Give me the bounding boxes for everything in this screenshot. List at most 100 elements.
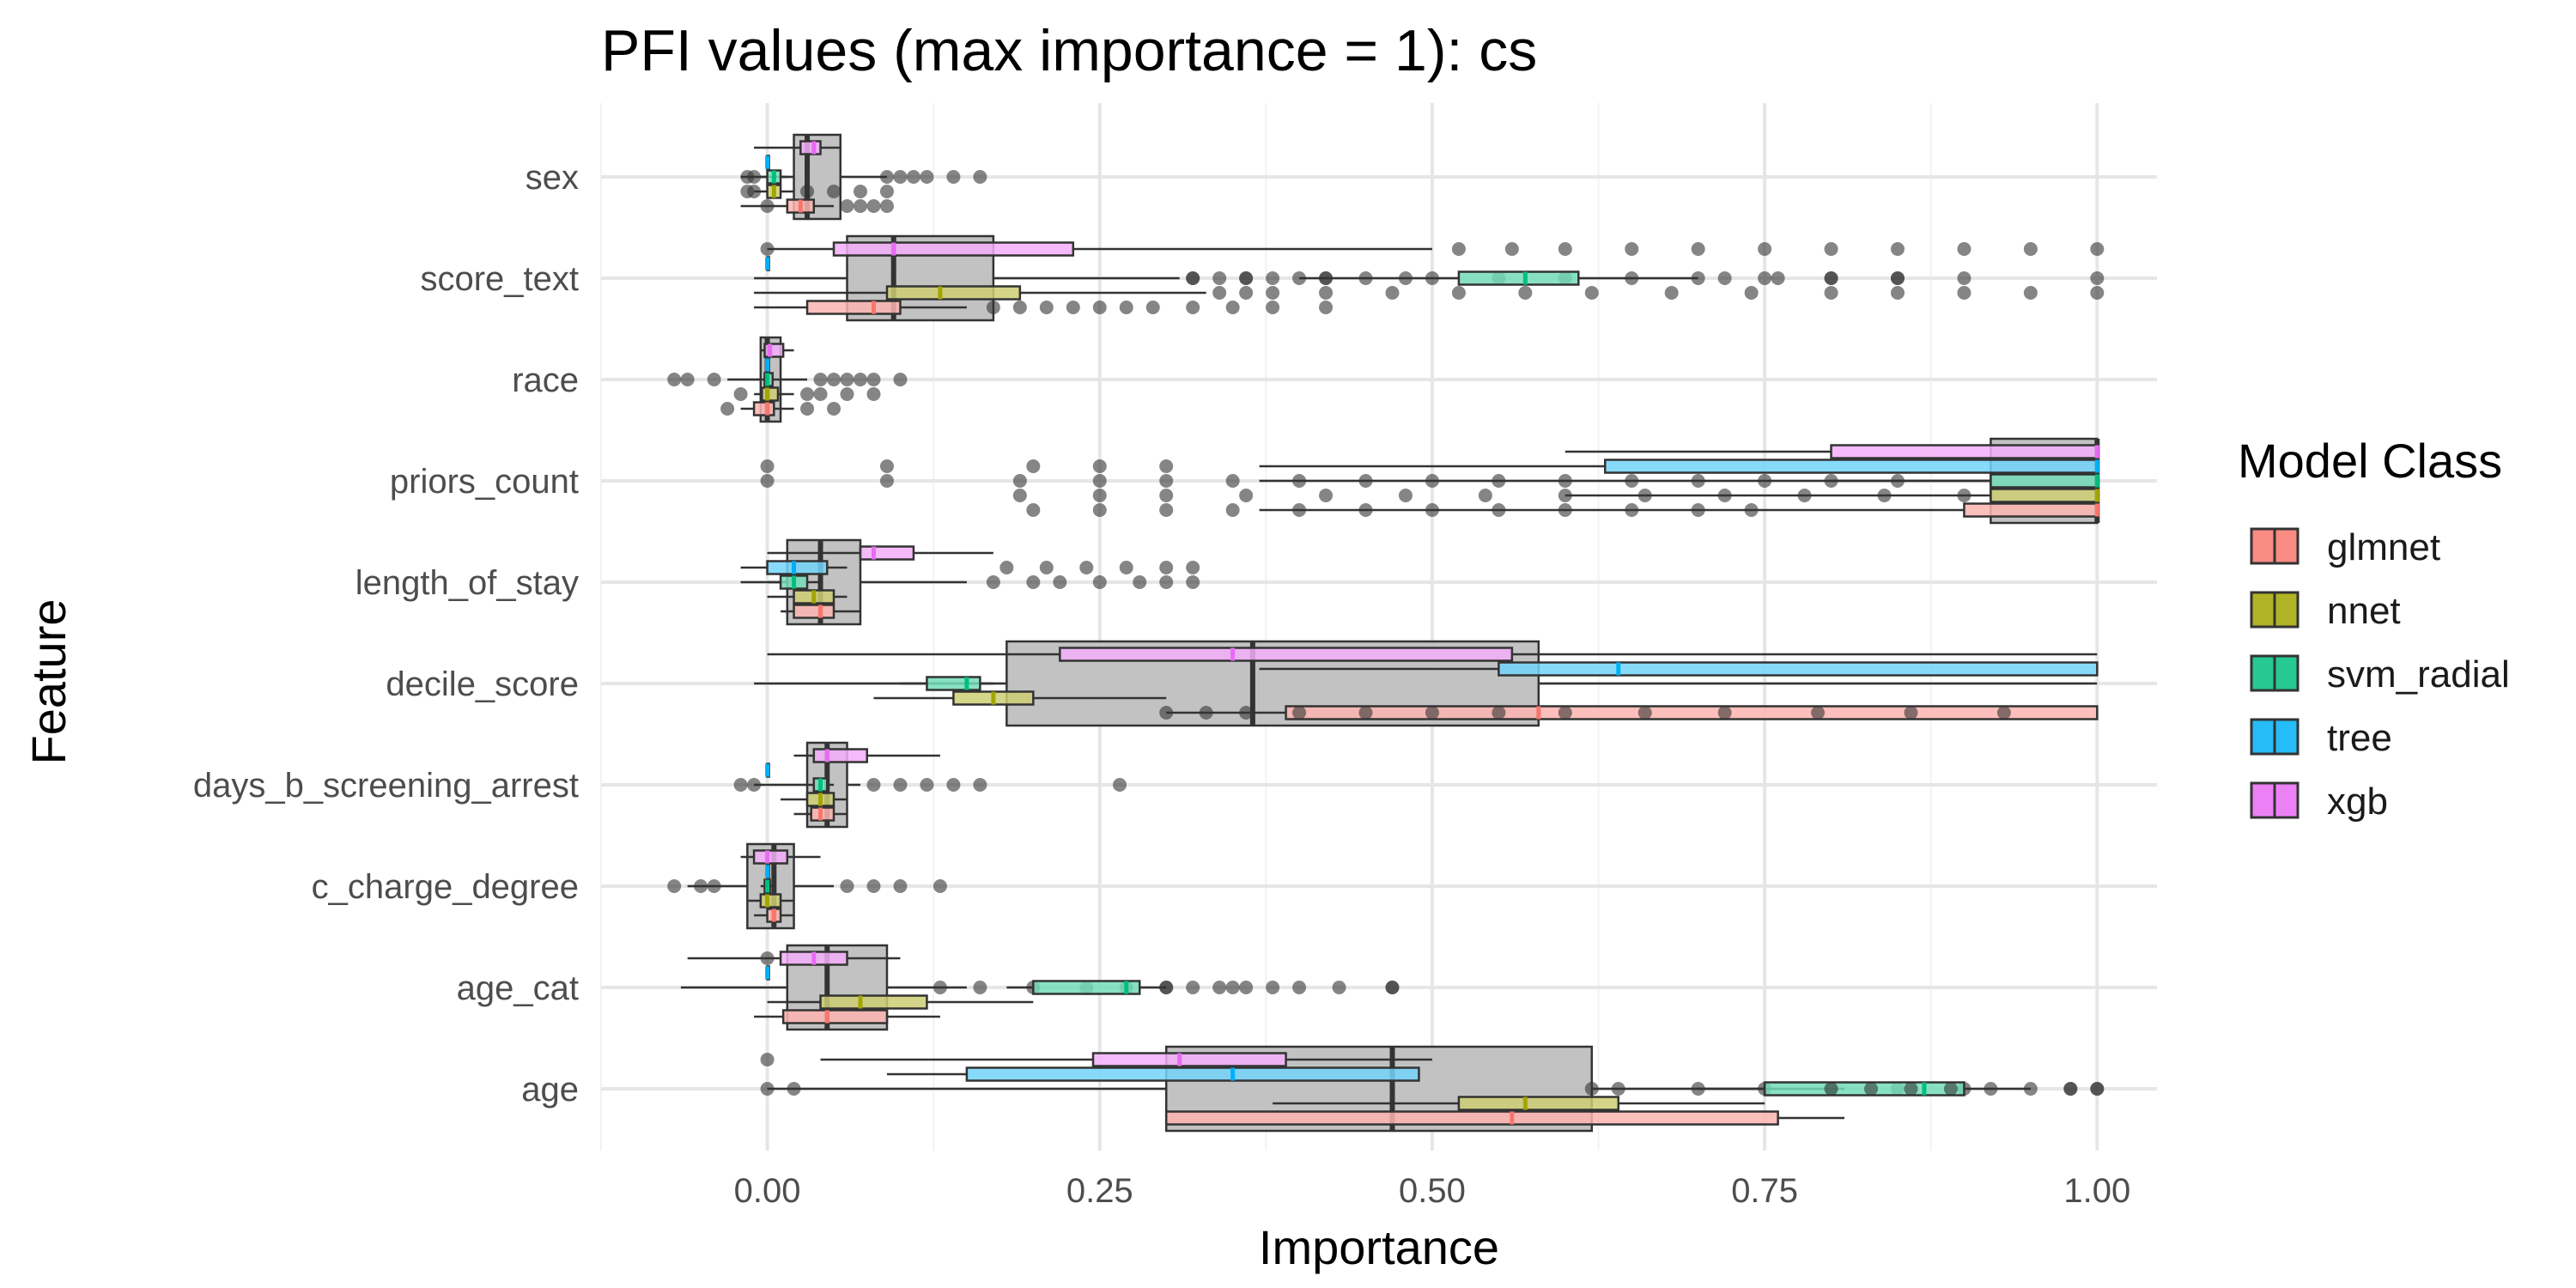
iqr-box bbox=[761, 386, 780, 402]
outlier-point bbox=[893, 778, 908, 792]
boxplot-xgb-age bbox=[760, 1052, 1432, 1067]
boxplot-xgb-decile_score bbox=[767, 647, 2098, 662]
outlier-point bbox=[946, 778, 961, 792]
x-tick-label: 0.50 bbox=[1399, 1172, 1466, 1210]
outlier-point bbox=[1957, 271, 1971, 285]
outlier-point bbox=[787, 1082, 801, 1096]
outlier-point bbox=[1996, 706, 2011, 720]
boxplot-nnet-length_of_stay bbox=[767, 589, 848, 605]
outlier-point bbox=[1664, 286, 1679, 300]
outlier-point bbox=[1904, 1082, 1918, 1096]
outlier-point bbox=[1012, 489, 1027, 502]
outlier-point bbox=[1119, 301, 1133, 314]
boxplot-xgb-age_cat bbox=[687, 951, 901, 966]
outlier-point bbox=[760, 1082, 775, 1096]
outlier-point bbox=[840, 199, 854, 213]
x-tick-label: 0.25 bbox=[1066, 1172, 1133, 1210]
outlier-point bbox=[1159, 459, 1174, 473]
outlier-point bbox=[1637, 489, 1652, 502]
outlier-point bbox=[1012, 474, 1027, 488]
boxplot-glmnet-score_text bbox=[754, 300, 1334, 315]
outlier-point bbox=[1066, 301, 1080, 314]
outlier-point bbox=[1225, 503, 1240, 517]
outlier-point bbox=[707, 879, 721, 893]
outlier-point bbox=[854, 185, 867, 198]
outlier-point bbox=[1092, 301, 1107, 314]
outlier-point bbox=[866, 199, 881, 213]
outlier-point bbox=[1492, 503, 1506, 517]
outlier-point bbox=[2090, 271, 2105, 285]
outlier-point bbox=[840, 387, 854, 401]
legend-item-svm_radial: svm_radial bbox=[2250, 653, 2510, 696]
boxplot-tree-race bbox=[765, 357, 770, 373]
iqr-box bbox=[965, 1066, 1420, 1082]
outlier-point bbox=[1398, 271, 1413, 285]
boxplot-glmnet-age bbox=[1164, 1110, 1845, 1126]
outlier-point bbox=[1771, 271, 1785, 285]
outlier-point bbox=[2063, 1082, 2078, 1096]
outlier-point bbox=[1358, 503, 1373, 517]
outlier-point bbox=[999, 561, 1014, 574]
outlier-point bbox=[879, 170, 894, 184]
outlier-point bbox=[1159, 474, 1174, 488]
boxplot-svm_radial-age_cat bbox=[1006, 980, 1400, 995]
outlier-point bbox=[1717, 489, 1732, 502]
outlier-point bbox=[1358, 706, 1373, 720]
iqr-box bbox=[819, 994, 928, 1010]
outlier-point bbox=[906, 170, 920, 184]
boxplot-glmnet-decile_score bbox=[1159, 705, 2099, 720]
legend-label: tree bbox=[2327, 717, 2392, 759]
outlier-point bbox=[1425, 474, 1439, 488]
outlier-point bbox=[1425, 503, 1439, 517]
outlier-point bbox=[1239, 286, 1254, 300]
iqr-box bbox=[926, 676, 981, 691]
outlier-point bbox=[1159, 561, 1174, 574]
outlier-point bbox=[1492, 474, 1506, 488]
outlier-point bbox=[1385, 981, 1400, 994]
outlier-point bbox=[1092, 459, 1107, 473]
outlier-point bbox=[973, 778, 987, 792]
iqr-box bbox=[1285, 705, 2099, 720]
outlier-point bbox=[1212, 981, 1227, 994]
iqr-box bbox=[1990, 473, 2099, 489]
outlier-point bbox=[1266, 286, 1280, 300]
x-tick-label: 1.00 bbox=[2063, 1172, 2130, 1210]
outlier-point bbox=[1425, 706, 1439, 720]
outlier-point bbox=[1159, 489, 1174, 502]
outlier-point bbox=[800, 402, 815, 416]
boxplot-svm_radial-age bbox=[1698, 1081, 2105, 1097]
boxplot-tree-length_of_stay bbox=[740, 560, 1200, 575]
outlier-point bbox=[800, 185, 815, 198]
legend-item-nnet: nnet bbox=[2250, 590, 2401, 632]
boxplot-glmnet-sex bbox=[740, 198, 894, 214]
x-tick-label: 0.00 bbox=[734, 1172, 801, 1210]
outlier-point bbox=[893, 879, 908, 893]
legend-label: xgb bbox=[2327, 781, 2388, 823]
outlier-point bbox=[1292, 503, 1307, 517]
outlier-point bbox=[1212, 271, 1227, 285]
outlier-point bbox=[854, 199, 867, 213]
outlier-point bbox=[2090, 1082, 2105, 1096]
x-tick-label: 0.75 bbox=[1731, 1172, 1798, 1210]
legend-label: svm_radial bbox=[2327, 653, 2510, 696]
outlier-point bbox=[760, 474, 775, 488]
y-tick-label: c_charge_degree bbox=[312, 868, 579, 906]
boxplot-tree-days_b_screening_arrest bbox=[765, 762, 770, 778]
legend-title: Model Class bbox=[2238, 434, 2502, 488]
iqr-box bbox=[752, 401, 775, 416]
y-tick-label: age bbox=[521, 1071, 579, 1109]
outlier-point bbox=[1113, 778, 1127, 792]
outlier-point bbox=[1292, 981, 1307, 994]
outlier-point bbox=[1637, 706, 1652, 720]
outlier-point bbox=[1558, 503, 1572, 517]
iqr-box bbox=[1091, 1052, 1287, 1067]
outlier-point bbox=[760, 199, 775, 213]
outlier-point bbox=[1186, 301, 1200, 314]
iqr-box bbox=[805, 300, 902, 315]
outlier-point bbox=[866, 373, 881, 386]
outlier-point bbox=[1758, 271, 1772, 285]
outlier-point bbox=[1186, 575, 1200, 589]
outlier-point bbox=[1957, 242, 1971, 256]
outlier-point bbox=[1504, 242, 1519, 256]
